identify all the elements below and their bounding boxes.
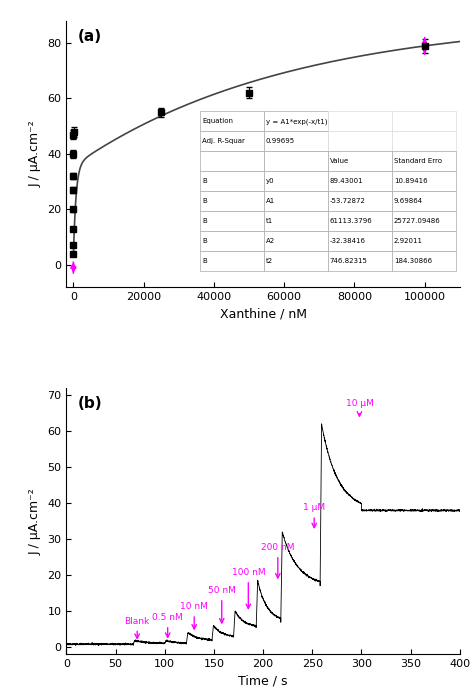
Text: 200 nM: 200 nM	[261, 543, 294, 578]
Y-axis label: J / μA.cm⁻²: J / μA.cm⁻²	[29, 120, 42, 187]
Text: 10 μM: 10 μM	[346, 399, 374, 416]
Text: 50 nM: 50 nM	[208, 586, 236, 623]
X-axis label: Time / s: Time / s	[238, 674, 288, 688]
Text: 1 μM: 1 μM	[303, 503, 325, 528]
Y-axis label: J / μA.cm⁻²: J / μA.cm⁻²	[29, 488, 42, 555]
Text: (a): (a)	[78, 29, 102, 44]
Text: (b): (b)	[78, 396, 103, 411]
Text: 100 nM: 100 nM	[231, 568, 265, 608]
Text: 0.5 nM: 0.5 nM	[152, 613, 183, 638]
Text: 10 nM: 10 nM	[180, 602, 208, 629]
Text: Blank: Blank	[125, 617, 150, 638]
X-axis label: Xanthine / nM: Xanthine / nM	[219, 308, 307, 320]
